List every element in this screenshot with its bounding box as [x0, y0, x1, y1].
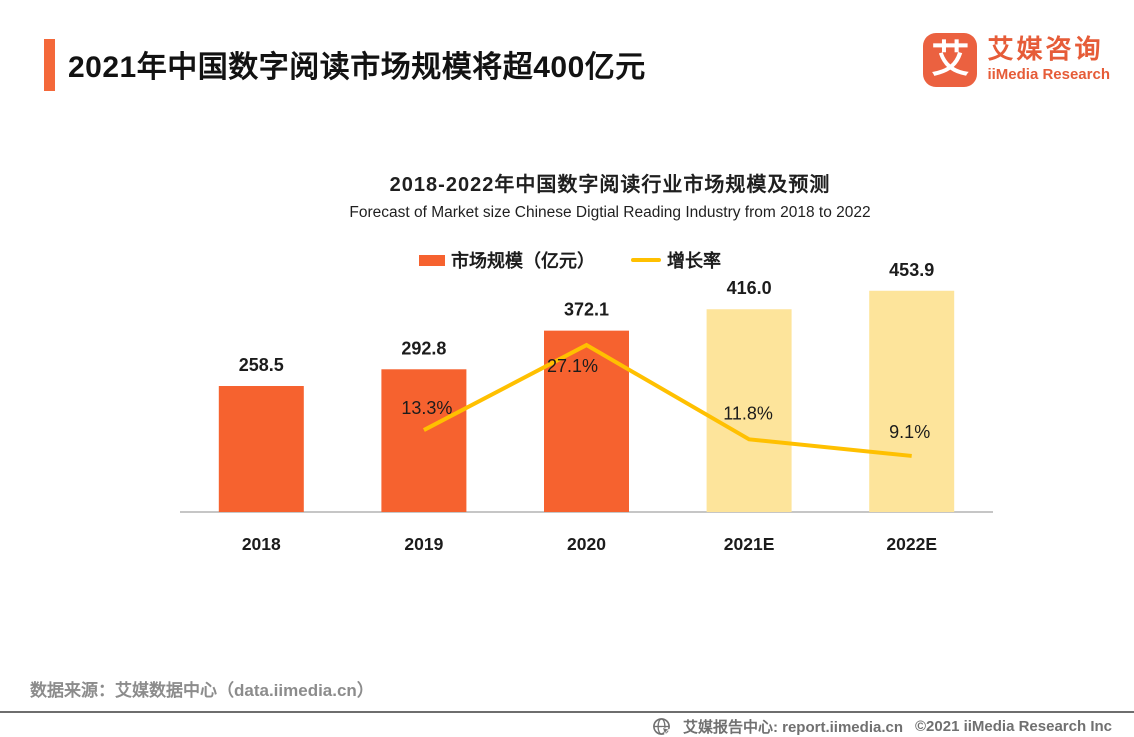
- iimedia-logo-text: 艾媒咨询 iiMedia Research: [987, 33, 1110, 85]
- chart-subtitle: Forecast of Market size Chinese Digtial …: [349, 204, 871, 221]
- bottom-bar: 艾媒报告中心: report.iimedia.cn ©2021 iiMedia …: [652, 716, 1112, 737]
- bar-value-label: 416.0: [727, 278, 772, 298]
- line-series-swatch-icon: [631, 258, 661, 262]
- growth-rate-label: 9.1%: [889, 422, 930, 442]
- bar-value-label: 372.1: [564, 300, 609, 320]
- x-axis-label: 2021E: [724, 534, 775, 554]
- legend-item-growth-rate: 增长率: [631, 247, 721, 273]
- chart-legend: 市场规模（亿元） 增长率: [8, 247, 1132, 273]
- x-axis-label: 2022E: [886, 534, 937, 554]
- bar-2019: [381, 369, 467, 512]
- legend-label: 增长率: [667, 251, 721, 271]
- legend-item-market-size: 市场规模（亿元）: [419, 247, 595, 273]
- bottom-divider: [0, 711, 1134, 713]
- bar-value-label: 453.9: [889, 260, 934, 280]
- growth-rate-label: 11.8%: [723, 403, 773, 423]
- iimedia-logo-icon: 艾: [923, 33, 978, 87]
- report-site-label: 艾媒报告中心: report.iimedia.cn: [682, 719, 903, 736]
- chart-title: 2018-2022年中国数字阅读行业市场规模及预测: [389, 174, 831, 196]
- page-title: 2021年中国数字阅读市场规模将超400亿元: [68, 51, 646, 84]
- growth-rate-label: 27.1%: [547, 356, 598, 376]
- legend-label: 市场规模（亿元）: [451, 251, 595, 271]
- copyright-label: ©2021 iiMedia Research Inc: [915, 718, 1112, 735]
- report-center-globe-icon: [652, 717, 671, 736]
- bar-2022E: [869, 290, 955, 512]
- logo-name-cn: 艾媒咨询: [987, 34, 1104, 64]
- x-axis-label: 2020: [567, 534, 606, 554]
- x-axis-label: 2018: [242, 534, 281, 554]
- growth-rate-label: 13.3%: [401, 398, 452, 418]
- bar-2021E: [706, 309, 792, 512]
- title-accent-bar: [44, 39, 55, 91]
- x-axis-label: 2019: [404, 534, 443, 554]
- iimedia-logo: 艾 艾媒咨询 iiMedia Research: [923, 33, 1110, 87]
- growth-line: [422, 342, 912, 458]
- bar-series-swatch-icon: [419, 254, 445, 266]
- bar-2018: [218, 386, 304, 512]
- bar-value-label: 292.8: [401, 338, 446, 358]
- logo-name-en: iiMedia Research: [987, 66, 1110, 83]
- data-source-note: 数据来源：艾媒数据中心（data.iimedia.cn）: [30, 681, 374, 700]
- bar-value-label: 258.5: [239, 355, 284, 375]
